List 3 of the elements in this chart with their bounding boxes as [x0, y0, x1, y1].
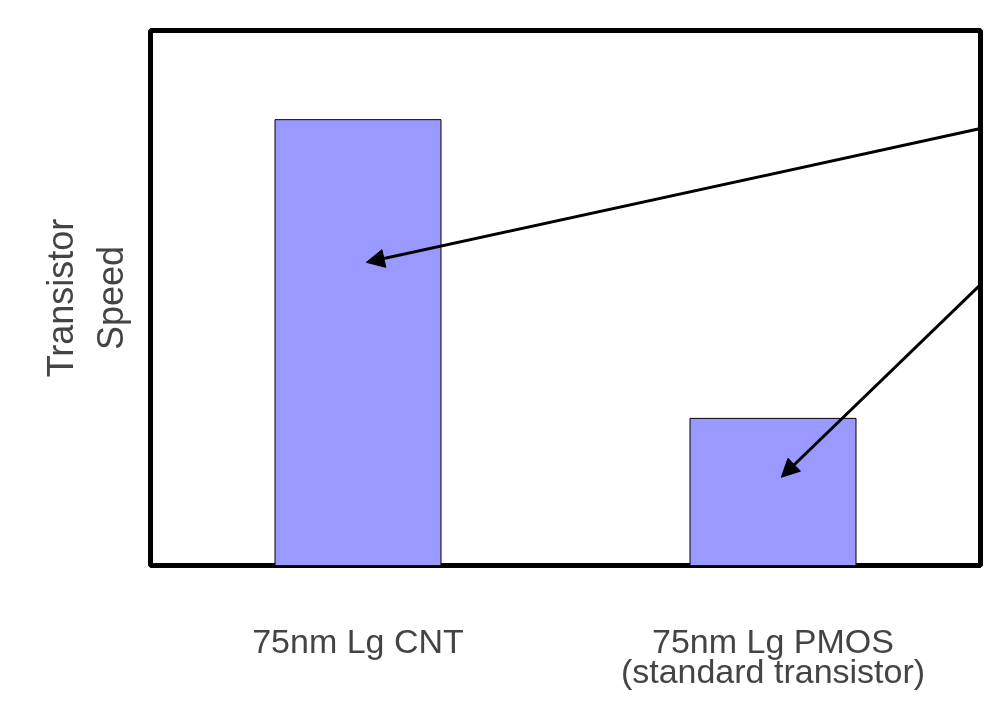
x-tick-label: 75nm Lg CNT	[252, 621, 464, 660]
x-tick-label: 75nm Lg PMOS (standard transistor)	[620, 621, 926, 690]
y-axis-title: Transistor Speed	[40, 218, 131, 378]
